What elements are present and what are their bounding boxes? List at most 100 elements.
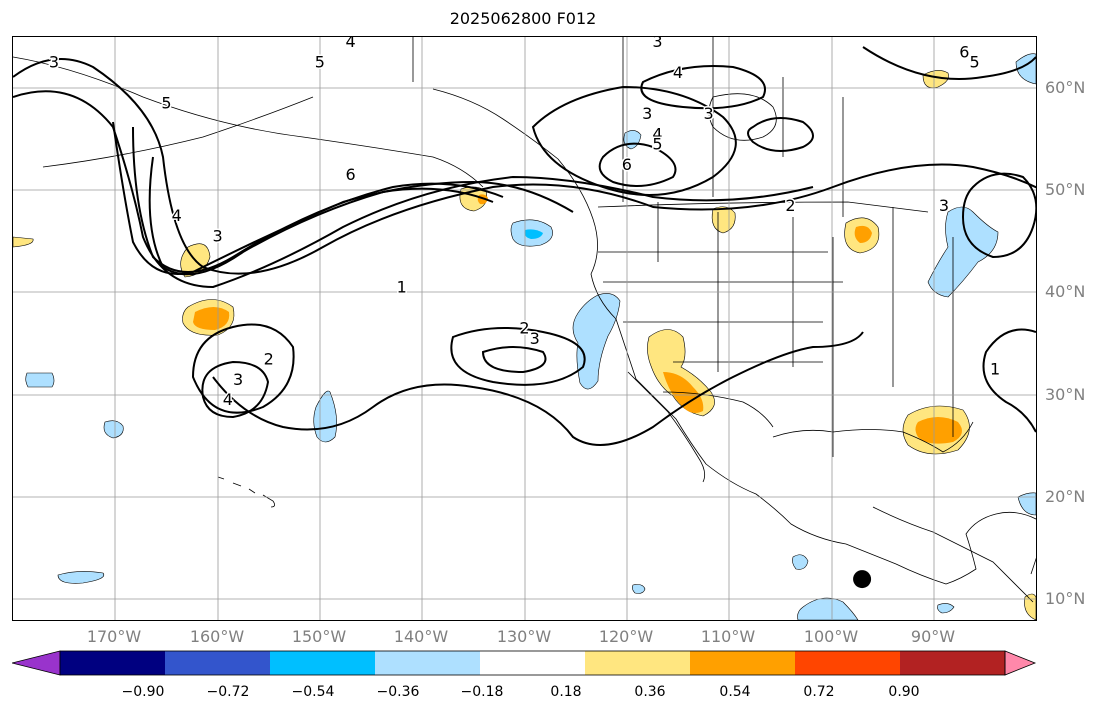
warm-patch — [711, 206, 736, 234]
us-states-grid — [598, 202, 954, 457]
location-marker-dot — [853, 570, 872, 589]
contour-label: 2 — [785, 196, 795, 215]
contour-label: 3 — [49, 53, 59, 72]
lon-tick-label: 110°W — [700, 627, 756, 646]
contour-line — [148, 156, 494, 276]
contour-line — [13, 90, 814, 289]
contour-label: 3 — [642, 104, 652, 123]
contour-line — [201, 360, 270, 419]
lat-tick-label: 40°N — [1045, 282, 1086, 301]
contour-label: 4 — [345, 37, 355, 51]
contour-label: 5 — [315, 53, 325, 72]
contour-line — [191, 323, 295, 414]
contour-label: 5 — [652, 135, 662, 154]
canadian-territories — [412, 37, 844, 217]
contour-label: 5 — [161, 94, 171, 113]
cold-patch — [313, 390, 337, 443]
contour-layer — [13, 46, 1036, 446]
warm-patch — [13, 236, 34, 248]
lat-tick-label: 30°N — [1045, 385, 1086, 404]
contour-label: 3 — [530, 329, 540, 348]
colorbar-segment — [165, 651, 270, 675]
gridline-layer — [13, 37, 1036, 620]
warm-patch — [1024, 593, 1036, 620]
colorbar-segment — [795, 651, 900, 675]
colorbar-tick-label: 0.72 — [803, 684, 835, 700]
warm-patch — [922, 70, 949, 89]
contour-line — [481, 346, 547, 374]
lon-tick-label: 90°W — [910, 627, 956, 646]
colorbar-tick-label: 0.54 — [719, 684, 751, 700]
lon-tick-label: 170°W — [86, 627, 142, 646]
contour-line — [598, 142, 677, 187]
lat-tick-label: 60°N — [1045, 78, 1086, 97]
colorbar-extend-high — [1004, 650, 1037, 676]
cold-patch — [927, 206, 999, 298]
cold-patch — [103, 420, 124, 439]
cold-patch — [792, 554, 809, 570]
lon-tick-label: 160°W — [189, 627, 245, 646]
aleutian-chain — [42, 96, 314, 168]
warm-core — [854, 225, 872, 243]
contour-label: 4 — [223, 390, 233, 409]
colorbar-segment — [60, 651, 165, 675]
lon-tick-label: 140°W — [393, 627, 449, 646]
contour-label: 4 — [673, 63, 683, 82]
contour-label: 4 — [652, 124, 662, 143]
contour-label: 3 — [213, 227, 223, 246]
contour-label: 2 — [519, 319, 529, 338]
north-america-coast — [432, 88, 1036, 585]
colorbar-segment — [690, 651, 795, 675]
cold-patch — [632, 584, 646, 594]
lon-tick-label: 120°W — [598, 627, 654, 646]
contour-line — [531, 85, 737, 196]
contour-label: 3 — [939, 196, 949, 215]
contour-line — [212, 331, 864, 446]
coastline-layer — [13, 37, 1036, 603]
cold-patch — [797, 597, 859, 620]
contour-label: 3 — [704, 104, 714, 123]
mexico-border — [662, 391, 774, 428]
cold-patch — [623, 130, 642, 150]
contour-line — [862, 46, 1036, 80]
lat-tick-label: 10°N — [1045, 589, 1086, 608]
colorbar-tick-label: 0.18 — [550, 684, 582, 700]
cold-patch — [25, 372, 55, 388]
contour-line — [640, 65, 766, 110]
cold-core — [524, 229, 543, 239]
lat-tick-label: 20°N — [1045, 487, 1086, 506]
cold-patch — [1017, 492, 1036, 516]
map-title: 2025062800 F012 — [449, 9, 597, 28]
lon-tick-label: 130°W — [496, 627, 552, 646]
marker-layer — [853, 570, 872, 589]
baja-peninsula — [627, 371, 706, 483]
contour-label: 6 — [959, 42, 969, 61]
colorbar-segment — [375, 651, 480, 675]
colorbar-segment — [585, 651, 690, 675]
colorbar-tick-label: −0.72 — [206, 684, 250, 700]
colorbar-tick-label: 0.90 — [888, 684, 920, 700]
contour-line — [112, 121, 574, 275]
contour-line — [961, 172, 1036, 259]
colorbar-extend-low — [12, 650, 61, 676]
canada-border — [597, 201, 929, 213]
contour-label: 6 — [345, 165, 355, 184]
contour-line — [982, 328, 1036, 433]
contour-label: 5 — [970, 53, 980, 72]
contour-line — [132, 126, 504, 273]
colorbar-tick-label: −0.54 — [291, 684, 335, 700]
colorbar-tick-label: −0.90 — [121, 684, 165, 700]
contour-label: 3 — [233, 370, 243, 389]
contour-label: 6 — [622, 155, 632, 174]
contour-label: 1 — [397, 278, 407, 297]
contour-label: 1 — [990, 360, 1000, 379]
alaska-coast — [13, 56, 484, 188]
cold-patch — [57, 571, 105, 584]
colorbar-tick-label: −0.36 — [376, 684, 420, 700]
lon-tick-label: 150°W — [291, 627, 347, 646]
cold-patch — [572, 293, 621, 390]
colorbar-tick-label: −0.18 — [460, 684, 504, 700]
hudson-bay — [708, 93, 777, 141]
